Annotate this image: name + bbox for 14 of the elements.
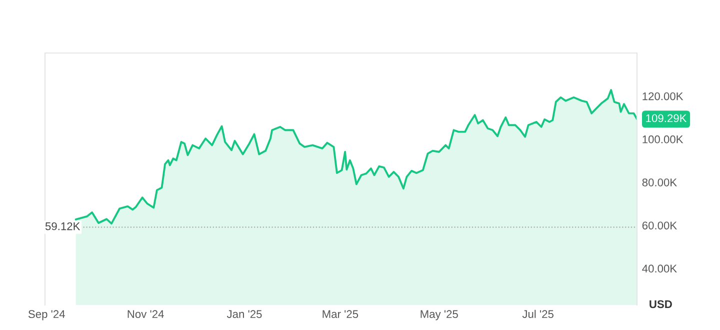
y-tick-label: 40.00K [642,264,677,273]
x-tick-label: Mar '25 [322,310,358,318]
ref-line-label: 59.12K [45,222,80,230]
x-tick-label: May '25 [420,310,458,320]
y-tick-label: 120.00K [642,92,684,100]
y-tick-label: 80.00K [642,178,677,186]
annotation: 109.29K [646,114,687,122]
x-tick-label: Jan '25 [226,310,262,318]
x-tick-label: Jul '25 [522,310,554,318]
y-tick-label: 100.00K [642,135,684,144]
x-tick-label: Nov '24 [128,310,164,318]
y-tick-label: 60.00K [642,222,677,230]
y-axis-title: USD [650,300,672,308]
x-tick-label: Sep '24 [28,310,65,320]
